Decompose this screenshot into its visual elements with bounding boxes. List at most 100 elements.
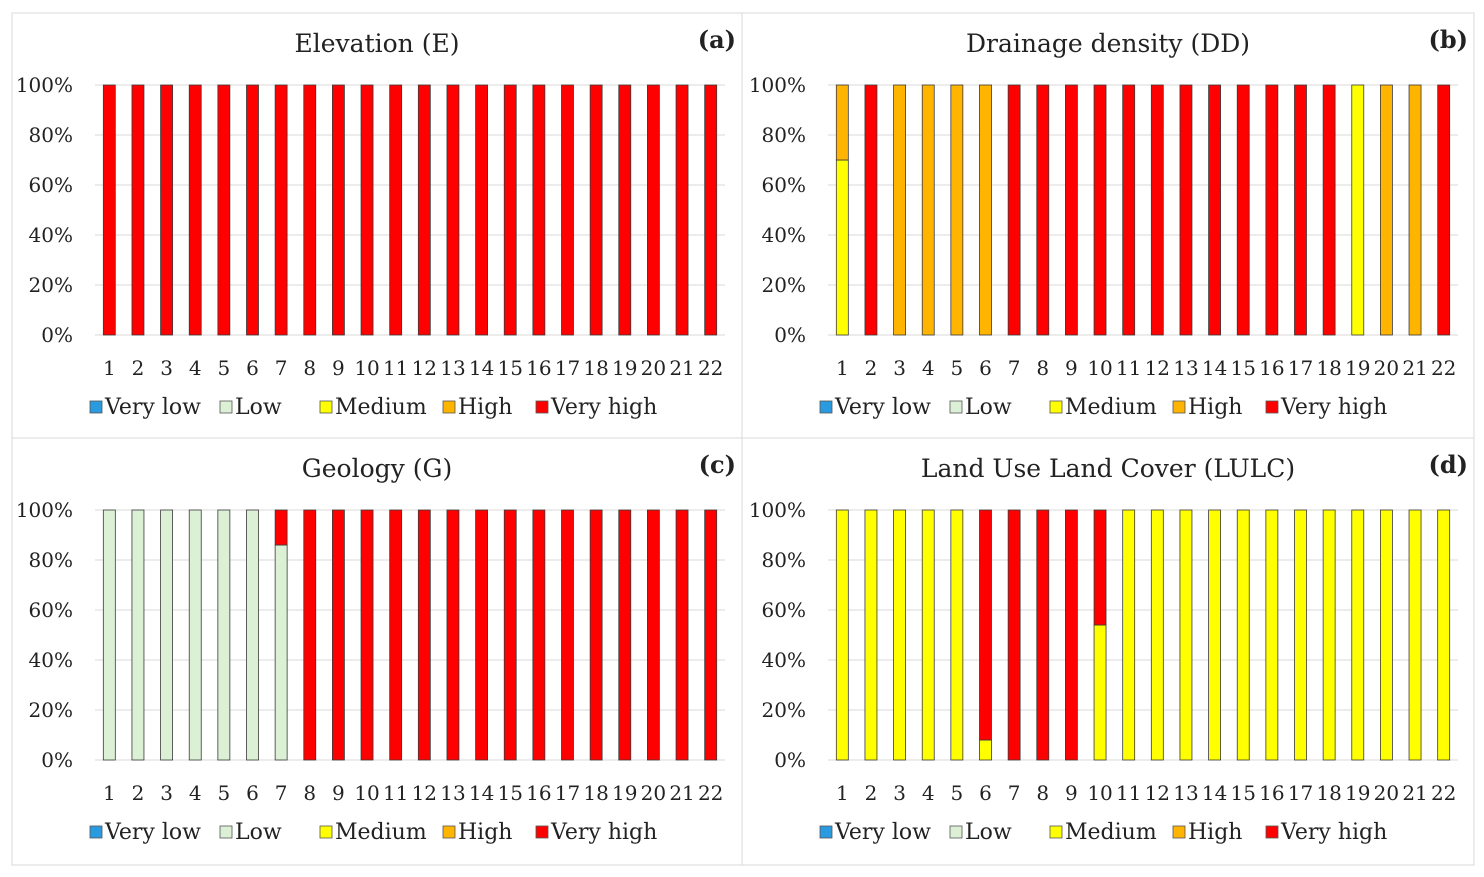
legend-label: Very low xyxy=(834,395,931,420)
x-tick-label: 4 xyxy=(922,356,935,380)
legend-swatch-high xyxy=(442,825,456,839)
x-tick-label: 13 xyxy=(1173,781,1198,805)
bar-segment-medium xyxy=(1122,509,1136,761)
bar-segment-medium xyxy=(1351,84,1365,336)
legend-label: Very high xyxy=(550,395,657,420)
bar-segment-very-high xyxy=(332,509,345,761)
x-tick-label: 14 xyxy=(469,356,494,380)
x-tick-label: 6 xyxy=(246,356,259,380)
bar-segment-very-high xyxy=(561,509,574,761)
legend-label: Very high xyxy=(1280,820,1387,845)
bar-segment-very-high xyxy=(503,84,517,336)
bar-segment-very-high xyxy=(1437,84,1451,336)
bar-segment-high xyxy=(835,84,849,161)
x-tick-label: 4 xyxy=(189,356,202,380)
x-tick-label: 18 xyxy=(1316,781,1341,805)
bar-segment-very-high xyxy=(274,509,288,546)
legend-label: Medium xyxy=(1065,395,1157,420)
bar-segment-high xyxy=(921,84,935,336)
legend-swatch-very-high xyxy=(535,825,549,839)
bar-segment-very-high xyxy=(446,84,460,336)
bar-segment-medium xyxy=(1208,509,1221,761)
bar-segment-medium xyxy=(835,159,849,336)
legend-swatch-high xyxy=(1172,825,1186,839)
y-tick-label: 80% xyxy=(29,123,73,147)
x-tick-label: 16 xyxy=(1259,781,1284,805)
bar-segment-very-high xyxy=(417,509,431,761)
x-tick-label: 9 xyxy=(332,356,345,380)
bar-segment-medium xyxy=(835,509,849,761)
chart-title: Land Use Land Cover (LULC) xyxy=(921,454,1295,483)
x-tick-label: 10 xyxy=(354,356,379,380)
legend-label: Medium xyxy=(335,820,427,845)
legend-label: Very low xyxy=(834,820,931,845)
x-tick-label: 22 xyxy=(698,781,723,805)
x-tick-label: 3 xyxy=(893,781,906,805)
x-tick-label: 7 xyxy=(275,356,288,380)
legend-label: Medium xyxy=(1065,820,1157,845)
bar-segment-very-high xyxy=(675,84,689,336)
x-tick-label: 21 xyxy=(669,781,694,805)
bar-segment-very-high xyxy=(332,84,345,336)
y-tick-label: 60% xyxy=(762,598,806,622)
x-tick-label: 19 xyxy=(612,356,637,380)
legend-swatch-medium xyxy=(1049,400,1063,414)
y-tick-label: 40% xyxy=(762,648,806,672)
x-tick-label: 1 xyxy=(836,781,849,805)
bar-segment-very-high xyxy=(360,84,374,336)
x-tick-label: 8 xyxy=(1036,781,1049,805)
legend-swatch-medium xyxy=(319,400,333,414)
bar-segment-medium xyxy=(1437,509,1451,761)
x-tick-label: 11 xyxy=(383,356,408,380)
bar-segment-very-high xyxy=(274,84,288,336)
x-tick-label: 14 xyxy=(1202,781,1227,805)
bar-segment-very-high xyxy=(618,509,632,761)
y-tick-label: 100% xyxy=(16,73,73,97)
x-tick-label: 2 xyxy=(865,781,878,805)
x-tick-label: 4 xyxy=(922,781,935,805)
bar-segment-very-high xyxy=(704,509,718,761)
bar-segment-medium xyxy=(1408,509,1422,761)
bar-segment-very-high xyxy=(1093,84,1107,336)
bar-segment-very-high xyxy=(303,509,317,761)
x-tick-label: 1 xyxy=(103,781,116,805)
bar-segment-very-high xyxy=(160,84,173,336)
bar-segment-medium xyxy=(1179,509,1193,761)
bar-segment-low xyxy=(188,509,202,761)
x-tick-label: 12 xyxy=(1145,356,1170,380)
x-tick-label: 2 xyxy=(865,356,878,380)
x-tick-label: 7 xyxy=(275,781,288,805)
legend-swatch-low xyxy=(219,825,233,839)
y-tick-label: 0% xyxy=(774,323,806,347)
legend-swatch-medium xyxy=(319,825,333,839)
y-tick-label: 40% xyxy=(29,648,73,672)
x-tick-label: 8 xyxy=(303,356,316,380)
y-tick-label: 80% xyxy=(762,123,806,147)
x-tick-label: 13 xyxy=(440,356,465,380)
bar-segment-very-high xyxy=(446,509,460,761)
y-tick-label: 40% xyxy=(762,223,806,247)
bar-segment-very-high xyxy=(360,509,374,761)
x-tick-label: 9 xyxy=(1065,356,1078,380)
bar-segment-very-high xyxy=(475,84,488,336)
legend-label: Medium xyxy=(335,395,427,420)
legend-swatch-low xyxy=(949,825,963,839)
bar-segment-very-high xyxy=(561,84,574,336)
legend-label: Low xyxy=(965,395,1012,420)
bar-segment-very-high xyxy=(618,84,632,336)
bar-segment-medium xyxy=(893,509,906,761)
y-tick-label: 100% xyxy=(749,73,806,97)
x-tick-label: 10 xyxy=(1087,356,1112,380)
y-tick-label: 80% xyxy=(762,548,806,572)
bar-segment-very-high xyxy=(1179,84,1193,336)
x-tick-label: 13 xyxy=(1173,356,1198,380)
legend-label: High xyxy=(1188,395,1242,420)
x-tick-label: 9 xyxy=(1065,781,1078,805)
bar-segment-high xyxy=(979,84,992,336)
chart-title: Geology (G) xyxy=(302,454,452,483)
x-tick-label: 15 xyxy=(1231,356,1256,380)
legend-swatch-very-low xyxy=(89,825,103,839)
bar-segment-very-high xyxy=(704,84,718,336)
bar-segment-very-high xyxy=(1093,509,1107,626)
